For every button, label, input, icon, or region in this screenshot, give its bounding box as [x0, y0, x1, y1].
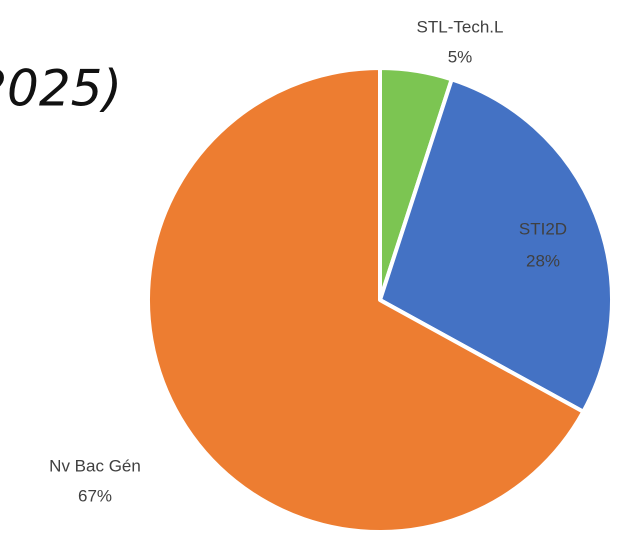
- slice-value-label: 28%: [526, 251, 560, 270]
- slice-value-label: 5%: [448, 47, 473, 66]
- pie-slice: [146, 66, 586, 533]
- slice-value-label: 67%: [78, 486, 112, 505]
- chart-title: 2025): [0, 60, 122, 118]
- slice-label: Nv Bac Gén: [49, 456, 141, 475]
- pie-slice: [378, 77, 614, 414]
- slice-label: STI2D: [519, 219, 567, 238]
- slice-label: STL-Tech.L: [417, 17, 504, 36]
